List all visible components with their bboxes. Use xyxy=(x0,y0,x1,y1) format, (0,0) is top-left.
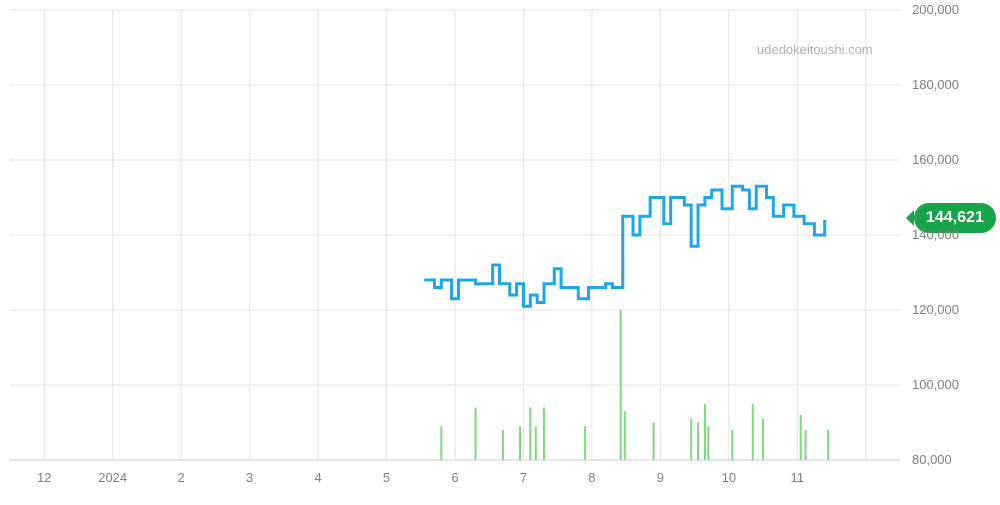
x-axis-label: 12 xyxy=(37,470,51,485)
x-axis-label: 2024 xyxy=(98,470,127,485)
x-axis-label: 4 xyxy=(314,470,321,485)
y-axis-label: 180,000 xyxy=(912,77,959,92)
x-axis-label: 8 xyxy=(588,470,595,485)
price-chart: udedokeitoushi.com 144,621 80,000100,000… xyxy=(0,0,1000,500)
y-axis-label: 200,000 xyxy=(912,2,959,17)
y-axis-label: 140,000 xyxy=(912,227,959,242)
x-axis-label: 2 xyxy=(178,470,185,485)
x-axis-label: 5 xyxy=(383,470,390,485)
chart-svg xyxy=(0,0,1000,500)
y-axis-label: 160,000 xyxy=(912,152,959,167)
x-axis-label: 3 xyxy=(246,470,253,485)
x-axis-label: 6 xyxy=(451,470,458,485)
x-axis-label: 10 xyxy=(722,470,736,485)
y-axis-label: 120,000 xyxy=(912,302,959,317)
x-axis-label: 7 xyxy=(520,470,527,485)
y-axis-label: 80,000 xyxy=(912,452,952,467)
x-axis-label: 11 xyxy=(791,470,805,485)
x-axis-label: 9 xyxy=(657,470,664,485)
watermark: udedokeitoushi.com xyxy=(757,42,873,57)
y-axis-label: 100,000 xyxy=(912,377,959,392)
